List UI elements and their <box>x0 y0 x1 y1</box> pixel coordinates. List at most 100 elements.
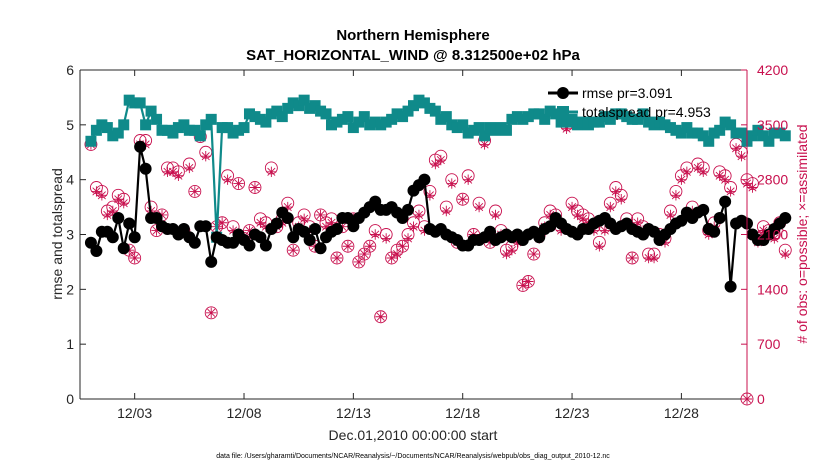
obs-assimilated-point-30 <box>249 182 261 193</box>
obs-assimilated-point-8 <box>129 252 140 264</box>
totalspread-point-113 <box>703 135 715 147</box>
obs-assimilated-point-79 <box>517 280 529 291</box>
rmse-point-4 <box>106 231 119 244</box>
totalspread-point-65 <box>440 111 452 123</box>
legend-spread-marker <box>557 106 569 118</box>
obs-possible-point-51 <box>363 239 377 253</box>
rmse-point-8 <box>128 231 141 244</box>
obs-possible-point-99 <box>625 251 639 265</box>
x-tick-label-1: 12/08 <box>226 405 261 421</box>
obs-possible-point-81 <box>527 247 541 261</box>
rmse-point-114 <box>708 225 721 238</box>
obs-assimilated-point-3 <box>102 209 113 221</box>
obs-assimilated-point-76 <box>501 248 512 260</box>
obs-assimilated-point-121 <box>747 182 758 193</box>
totalspread-point-76 <box>500 124 512 136</box>
rmse-point-61 <box>418 173 431 186</box>
obs-assimilated-point-50 <box>359 248 370 260</box>
obs-assimilated-point-66 <box>446 178 457 189</box>
obs-assimilated-point-14 <box>162 166 173 178</box>
rmse-series <box>84 140 792 293</box>
obs-possible-point-53 <box>374 310 388 324</box>
obs-assimilated-point-56 <box>391 248 403 260</box>
axes-layer: 12/03 12/08 12/13 12/18 12/23 12/28 0 1 2 3 4 5 6 0 70… <box>66 62 788 421</box>
obs-assimilated-point-54 <box>380 233 392 244</box>
obs-assimilated-point-19 <box>189 186 201 197</box>
totalspread-point-10 <box>140 119 152 131</box>
obs-assimilated-point-42 <box>315 209 326 221</box>
obs-possible-point-27 <box>232 177 245 191</box>
obs-possible-point-30 <box>248 181 262 194</box>
rmse-point-19 <box>188 236 201 249</box>
totalspread-point-115 <box>714 124 726 136</box>
obs-assimilated-point-100 <box>632 217 643 228</box>
legend-rmse-marker <box>557 87 569 99</box>
obs-assimilated-point-107 <box>670 190 682 201</box>
obs-possible-point-57 <box>396 239 410 253</box>
totalspread-point-12 <box>151 113 163 125</box>
obs-assimilated-point-94 <box>599 225 611 236</box>
rmse-point-40 <box>303 233 316 246</box>
obs-assimilated-point-24 <box>216 217 228 228</box>
obs-assimilated-point-29 <box>244 225 255 236</box>
obs-assimilated-point-15 <box>167 166 179 178</box>
totalspread-point-83 <box>539 113 551 125</box>
obs-assimilated-point-1 <box>91 186 102 197</box>
totalspread-point-6 <box>118 119 130 131</box>
y-right-tick-label-2: 1400 <box>757 281 788 297</box>
obs-assimilated-point-39 <box>298 213 310 225</box>
obs-assimilated-point-4 <box>107 205 119 217</box>
obs-assimilated-point-68 <box>457 194 468 205</box>
obs-assimilated-point-88 <box>566 201 578 213</box>
obs-assimilated-point-2 <box>96 190 108 201</box>
rmse-point-5 <box>112 212 125 225</box>
totalspread-point-71 <box>473 122 485 134</box>
rmse-point-29 <box>243 239 256 252</box>
obs-assimilated-point-62 <box>424 190 436 201</box>
obs-assimilated-point-102 <box>643 252 654 264</box>
obs-assimilated-point-37 <box>288 244 299 256</box>
obs-assimilated-point-116 <box>719 174 731 185</box>
y-right-tick-label-3: 2100 <box>757 227 788 243</box>
obs-assimilated-point-127 <box>780 248 791 260</box>
obs-assimilated-point-71 <box>473 201 485 213</box>
obs-assimilated-point-77 <box>506 244 518 256</box>
totalspread-point-28 <box>238 122 250 134</box>
obs-assimilated-point-51 <box>364 241 375 252</box>
totalspread-point-117 <box>725 119 737 131</box>
obs-assimilated-point-47 <box>342 241 354 252</box>
totalspread-point-39 <box>298 94 310 106</box>
rmse-point-34 <box>270 217 283 230</box>
obs-assimilated-point-90 <box>577 213 589 225</box>
totalspread-point-11 <box>145 105 157 117</box>
rmse-point-6 <box>117 242 130 255</box>
obs-assimilated-point-5 <box>113 194 124 205</box>
y-tick-label-0: 0 <box>66 391 74 407</box>
obs-assimilated-point-55 <box>386 252 397 264</box>
x-tick-label-5: 12/28 <box>664 405 699 421</box>
obs-possible-point-47 <box>341 239 355 253</box>
y-right-tick-label-5: 3500 <box>757 117 788 133</box>
obs-assimilated-point-31 <box>255 217 266 228</box>
obs-possible-point-22 <box>204 306 218 320</box>
totalspread-point-9 <box>134 97 146 109</box>
rmse-point-45 <box>330 223 343 236</box>
rmse-point-42 <box>314 242 327 255</box>
y-tick-label-3: 3 <box>66 227 74 243</box>
obs-assimilated-point-63 <box>430 158 441 170</box>
data-file-footnote: data file: /Users/gharamti/Documents/NCA… <box>216 453 610 460</box>
obs-assimilated-point-44 <box>326 217 337 228</box>
obs-assimilated-point-119 <box>736 150 747 162</box>
legend-spread-label: totalspread pr=4.953 <box>582 104 711 120</box>
y-right-tick-label-1: 700 <box>757 336 781 352</box>
obs-assimilated-point-99 <box>626 252 638 264</box>
rmse-point-36 <box>281 212 294 225</box>
obs-assimilated-point-13 <box>156 209 168 221</box>
obs-assimilated-point-74 <box>490 209 501 221</box>
obs-assimilated-point-95 <box>605 201 616 213</box>
obs-assimilated-point-65 <box>441 205 452 217</box>
obs-assimilated-point-26 <box>227 225 239 236</box>
obs-assimilated-point-22 <box>206 307 217 319</box>
totalspread-point-0 <box>85 135 97 147</box>
x-tick-label-4: 12/23 <box>555 405 590 421</box>
